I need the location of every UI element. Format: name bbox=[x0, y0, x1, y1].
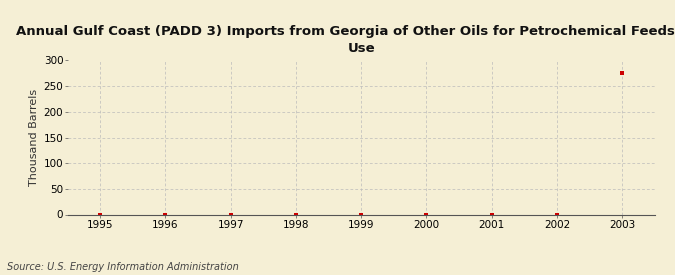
Text: Source: U.S. Energy Information Administration: Source: U.S. Energy Information Administ… bbox=[7, 262, 238, 272]
Y-axis label: Thousand Barrels: Thousand Barrels bbox=[30, 89, 39, 186]
Title: Annual Gulf Coast (PADD 3) Imports from Georgia of Other Oils for Petrochemical : Annual Gulf Coast (PADD 3) Imports from … bbox=[16, 25, 675, 55]
